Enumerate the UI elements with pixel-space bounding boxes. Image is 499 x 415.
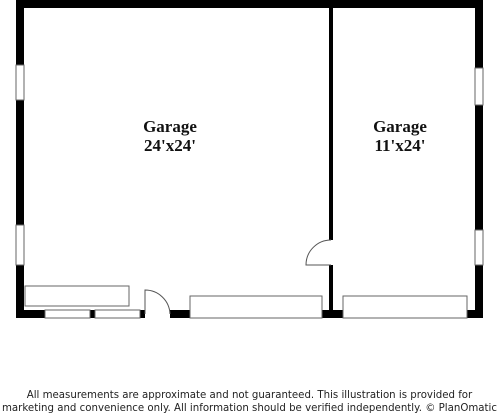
room-name: Garage [373,117,427,136]
disclaimer-line: marketing and convenience only. All info… [2,403,497,414]
disclaimer-line: All measurements are approximate and not… [27,390,473,401]
room-name: Garage [143,117,197,136]
room-dimensions: 11'x24' [374,136,425,155]
room-dimensions: 24'x24' [144,136,196,155]
walls [16,0,483,318]
windows [15,64,484,319]
fixtures [24,239,468,319]
